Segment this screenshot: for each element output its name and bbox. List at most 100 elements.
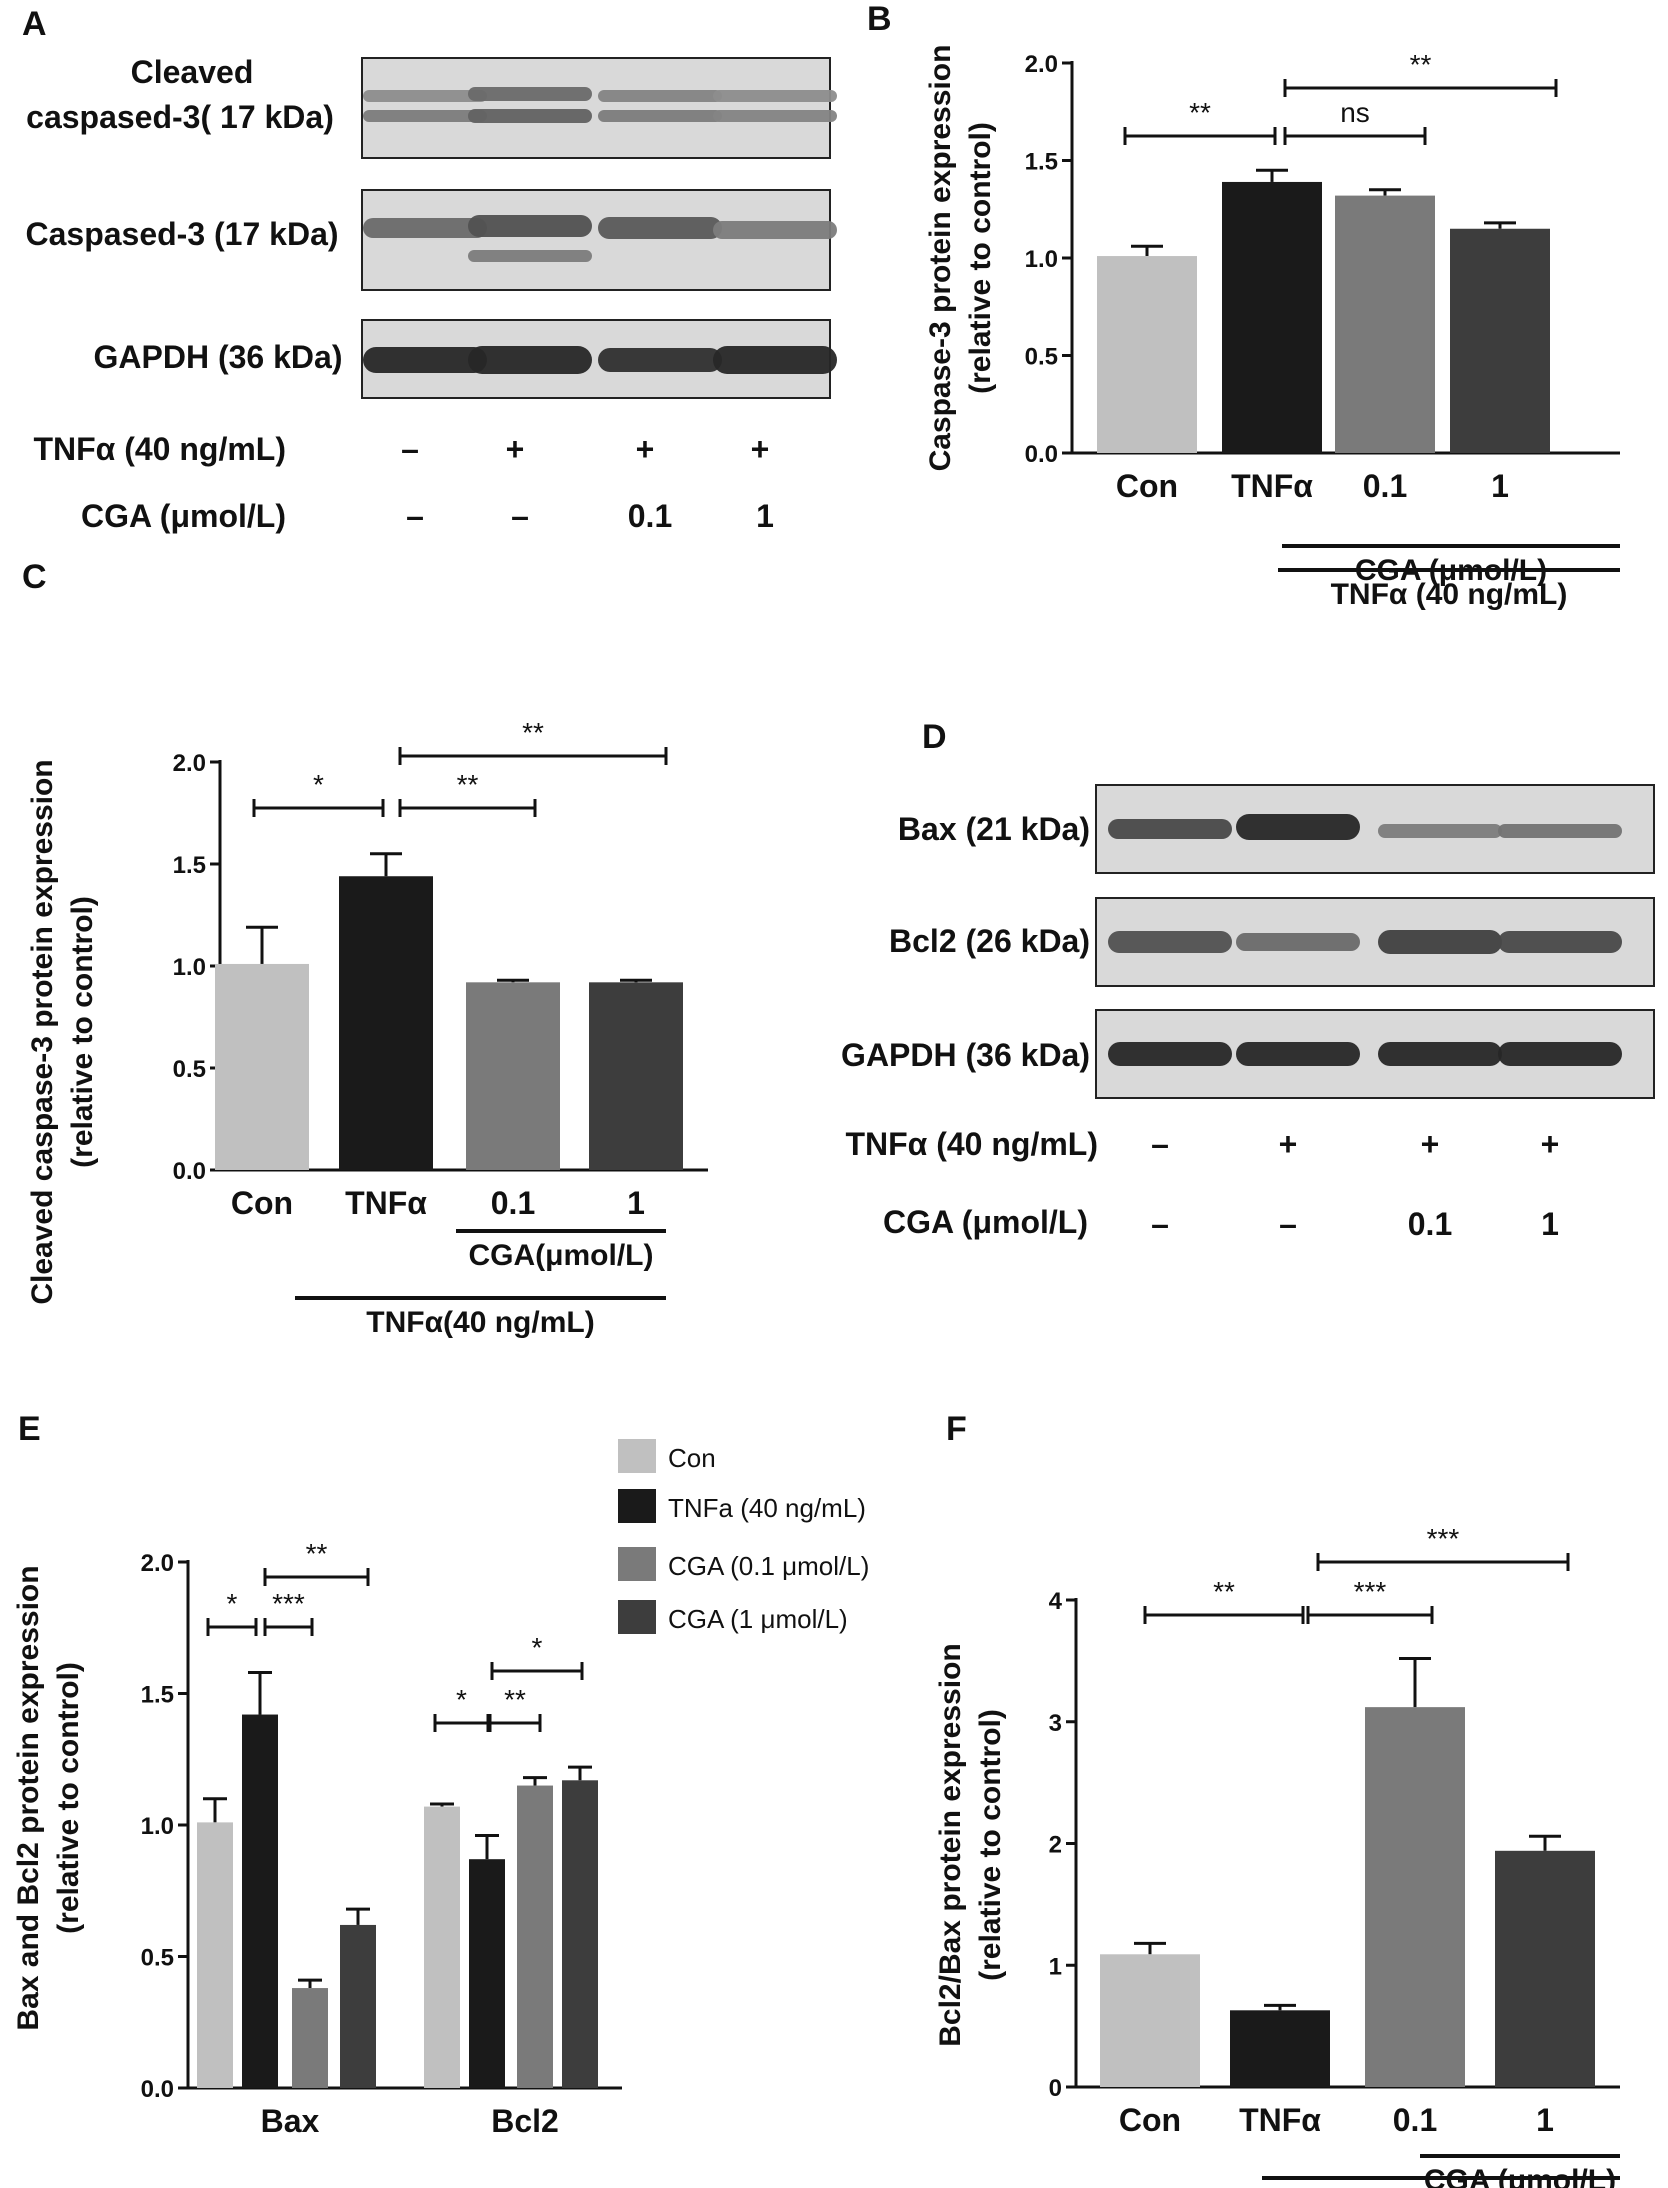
blot-A-treat-sign-1: – [401,431,419,467]
chart-E-bar-Bcl2-2 [469,1859,505,2088]
blot-A-dose-sign-1: – [406,498,424,534]
chart-B-ytick-label-0: 0.0 [1025,441,1058,468]
chart-F-category-3: 0.1 [1393,2102,1437,2138]
chart-F-ytick-label-0: 0 [1049,2075,1062,2102]
chart-E-legend-swatch-4 [618,1600,656,1634]
chart-E-significance-1-label: * [227,1588,238,1619]
blot-D-row-label-bcl2: Bcl2 (26 kDa) [889,923,1090,959]
chart-F-ylabel-1: Bcl2/Bax protein expression [934,1643,967,2046]
panel-label-C: C [22,558,47,596]
chart-C-category-2: TNFα [345,1185,427,1221]
chart-F-bar-1 [1100,1954,1200,2087]
chart-C-group-label-tnf: TNFα(40 ng/mL) [366,1306,594,1339]
blot-A-cleaved-band-lane4-1 [713,90,837,102]
chart-E-category-bax: Bax [261,2103,320,2139]
blot-A-cleaved-band-lane1-1 [363,90,487,102]
blot-A-treat-sign-2: + [506,431,525,467]
chart-F-significance-2-label: *** [1354,1576,1387,1607]
chart-B-significance-2-label: ns [1340,97,1370,128]
chart-C-significance-3-label: ** [522,717,544,748]
chart-F-bar-4 [1495,1850,1595,2087]
chart-F-ytick-label-1: 1 [1049,1953,1062,1980]
chart-C-ytick-label-0: 0.0 [173,1158,206,1185]
chart-B-ylabel-1: Caspase-3 protein expression [924,45,957,472]
blot-D-gapdh-band-lane4-1 [1498,1042,1622,1066]
blot-D-dose-sign-1: – [1151,1206,1169,1242]
blot-D-dose-sign-3: 0.1 [1408,1206,1452,1242]
blot-D-bcl2 [1095,897,1655,987]
chart-C-ytick-label-4: 2.0 [173,750,206,777]
blot-A-row-label-cleaved-2: caspased-3( 17 kDa) [26,99,334,135]
chart-C-bar-3 [466,982,560,1170]
blot-A-cleaved [361,57,837,159]
blot-D-gapdh [1095,1009,1655,1099]
chart-E-ytick-label-1: 0.5 [141,1945,174,1972]
blot-D-treat-sign-3: + [1421,1126,1440,1162]
chart-C-significance-2-label: ** [457,769,479,800]
chart-B-category-4: 1 [1491,468,1509,504]
chart-F-bar-2 [1230,2010,1330,2087]
chart-E-ytick-label-2: 1.0 [141,1813,174,1840]
chart-B-category-3: 0.1 [1363,468,1407,504]
blot-D-bcl2-band-lane3-1 [1378,930,1502,954]
chart-B-significance-1-label: ** [1189,97,1211,128]
blot-A-cleaved-band-lane2-1 [468,87,592,101]
blot-A-gapdh-band-lane4-1 [713,346,837,374]
chart-B-ytick-label-3: 1.5 [1025,149,1058,176]
blot-D-bcl2-band-lane1-1 [1108,931,1232,953]
chart-F-category-4: 1 [1536,2102,1554,2138]
chart-F-group-label-tnf: TNFα (40 ng/mL) [1323,2186,1560,2188]
chart-E-legend-swatch-2 [618,1489,656,1523]
chart-F-ylabel-2: (relative to control) [974,1709,1007,1981]
blot-A-gapdh-band-lane3-1 [598,348,722,372]
blot-A-dose-sign-3: 0.1 [628,498,672,534]
chart-B-category-1: Con [1116,468,1178,504]
blot-A-dose-sign-4: 1 [756,498,774,534]
panel-label-E: E [18,1410,41,1448]
chart-E-ylabel-1: Bax and Bcl2 protein expression [12,1565,45,2030]
chart-F-category-2: TNFα [1239,2102,1321,2138]
blot-A-cleaved-frame [361,57,831,159]
chart-C-significance-1-label: * [313,769,324,800]
chart-E-legend-swatch-3 [618,1547,656,1581]
blot-D-bax-band-lane3-1 [1378,824,1502,838]
chart-C-ylabel-2: (relative to control) [66,896,99,1168]
chart-F-significance-3-label: *** [1427,1523,1460,1554]
blot-D-dose-sign-2: – [1279,1206,1297,1242]
chart-E-ytick-label-0: 0.0 [141,2076,174,2103]
chart-F-bar-3 [1365,1707,1465,2087]
chart-E-legend-label-4: CGA (1 μmol/L) [668,1604,848,1634]
chart-E-bar-Bcl2-1 [424,1806,460,2088]
chart-B-ytick-label-2: 1.0 [1025,246,1058,273]
blot-D-gapdh-band-lane2-1 [1236,1042,1360,1066]
blot-A-treat-sign-4: + [751,431,770,467]
chart-F-ytick-label-4: 4 [1049,1588,1063,1615]
chart-F-category-1: Con [1119,2102,1181,2138]
blot-A-gapdh-band-lane2-1 [468,346,592,374]
blot-D-bax [1095,784,1655,874]
blot-A-caspase-band-lane3-1 [598,217,722,239]
blot-A-cleaved-band-lane4-2 [713,110,837,122]
blot-A-caspase-band-lane2-2 [468,250,592,262]
panel-label-B: B [867,0,892,38]
blot-D-gapdh-band-lane3-1 [1378,1042,1502,1066]
chart-E-significance-4-label: * [456,1684,467,1715]
chart-C-ytick-label-1: 0.5 [173,1056,206,1083]
blot-D-bax-band-lane4-1 [1498,824,1622,838]
blot-A-row-label-gapdh: GAPDH (36 kDa) [94,339,343,375]
chart-F-ytick-label-2: 2 [1049,1832,1062,1859]
blot-A-row-label-caspase: Caspased-3 (17 kDa) [25,216,338,252]
blot-D-treat-sign-1: – [1151,1126,1169,1162]
blot-D-bax-band-lane2-1 [1236,814,1360,840]
chart-C-bar-4 [589,982,683,1170]
chart-E-legend-label-1: Con [668,1443,716,1473]
chart-C-group-label-cga: CGA(μmol/L) [469,1239,654,1272]
chart-B-group-label-tnf: TNFα (40 ng/mL) [1331,578,1568,611]
blot-A-treat-label: TNFα (40 ng/mL) [33,431,286,467]
chart-B-bar-2 [1222,181,1322,453]
chart-E-bar-Bax-4 [340,1924,376,2088]
chart-E-bar-Bcl2-3 [517,1785,553,2088]
chart-B-significance-3-label: ** [1410,49,1432,80]
blot-A-dose-sign-2: – [511,498,529,534]
